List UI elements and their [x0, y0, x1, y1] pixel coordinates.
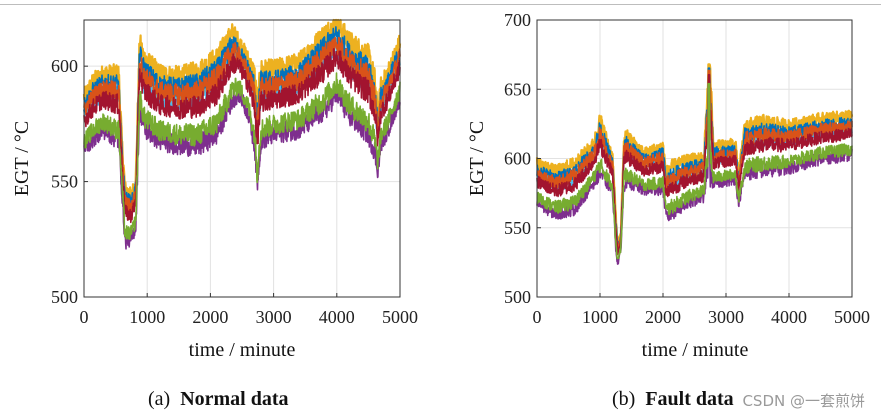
x-tick-label: 5000	[834, 307, 870, 327]
series-line-2	[536, 69, 853, 249]
x-tick-label: 3000	[256, 307, 292, 327]
y-tick-label: 600	[504, 149, 531, 169]
x-tick-label: 2000	[645, 307, 681, 327]
x-tick-label: 4000	[319, 307, 355, 327]
caption-fault-title: Fault data	[645, 388, 734, 410]
series-line-5	[536, 74, 853, 256]
x-tick-label: 1000	[129, 307, 165, 327]
caption-fault: (b) Fault data	[612, 388, 734, 411]
x-tick-label: 0	[80, 307, 89, 327]
caption-normal-title: Normal data	[180, 388, 289, 410]
watermark: CSDN @一套煎饼	[742, 392, 865, 410]
series-line-6	[83, 72, 401, 240]
x-axis-label: time / minute	[642, 339, 749, 361]
y-tick-label: 550	[51, 172, 78, 192]
caption-normal: (a) Normal data	[148, 388, 289, 411]
series-line-6	[536, 82, 853, 260]
x-tick-label: 3000	[708, 307, 744, 327]
x-tick-label: 5000	[382, 307, 418, 327]
y-axis-label: EGT / °C	[11, 121, 33, 196]
x-axis-label: time / minute	[189, 339, 296, 361]
caption-fault-label: (b)	[612, 388, 636, 410]
y-tick-label: 500	[504, 287, 531, 307]
y-tick-label: 700	[504, 10, 531, 30]
y-tick-label: 600	[51, 56, 78, 76]
y-axis-label: EGT / °C	[466, 121, 488, 196]
x-tick-label: 1000	[582, 307, 618, 327]
y-tick-label: 500	[51, 287, 78, 307]
top-divider	[0, 4, 881, 5]
x-tick-label: 2000	[192, 307, 228, 327]
chart-normal-data: 0 1000 2000 3000 4000 5000 500 550 600 time / min…	[11, 18, 418, 361]
caption-normal-label: (a)	[148, 388, 171, 410]
chart-fault-data: 0 1000 2000 3000 4000 5000 500 550 600 650 700 time…	[466, 10, 870, 361]
axes-frame	[83, 19, 401, 298]
x-tick-label: 4000	[771, 307, 807, 327]
y-tick-label: 550	[504, 218, 531, 238]
y-tick-label: 650	[504, 79, 531, 99]
x-tick-label: 0	[533, 307, 542, 327]
